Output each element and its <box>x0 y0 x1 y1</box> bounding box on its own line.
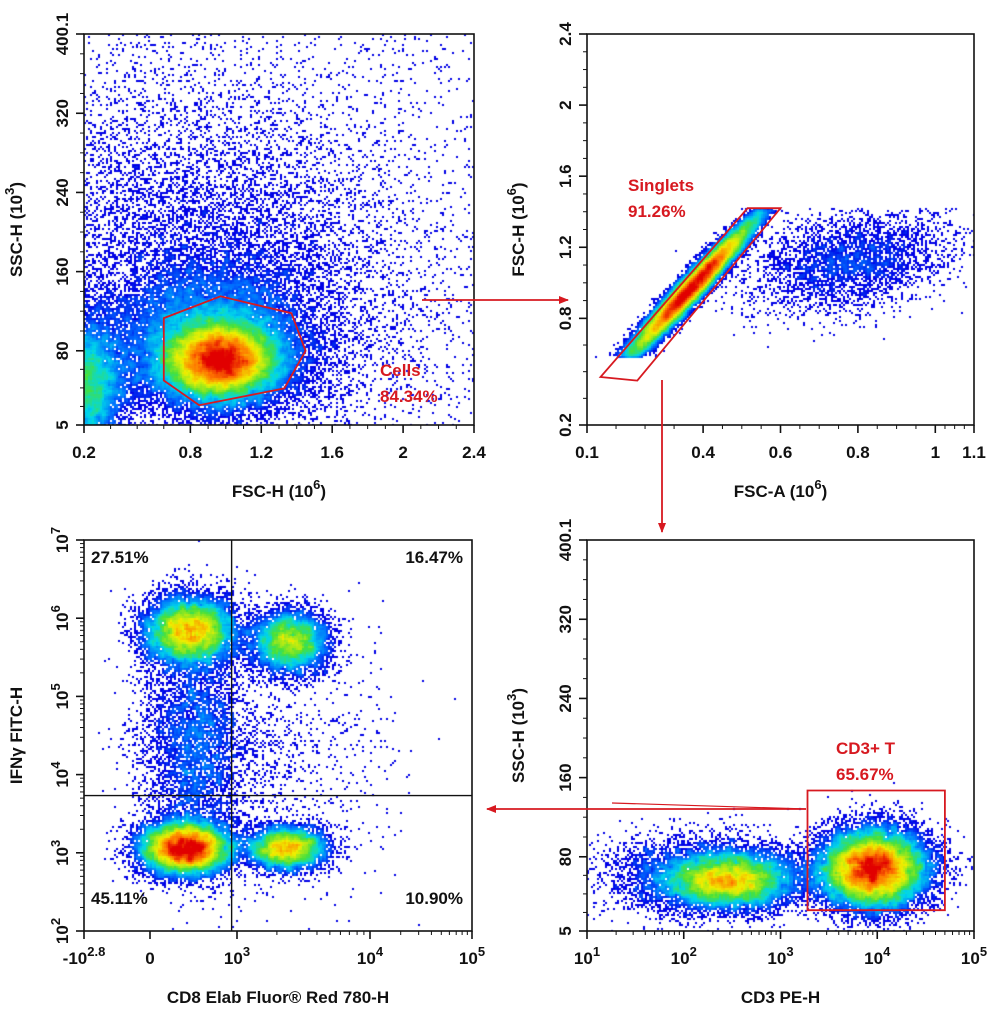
cd3-density-plot <box>587 540 974 931</box>
quadrant-lower-left-percent: 45.11% <box>91 889 148 908</box>
singlets-panel: 0.1 0.4 0.6 0.8 1 1.1 0.2 0.8 1.2 1.6 2 2.4 FSC-A (1… <box>504 22 986 501</box>
y-tick-label: 103 <box>48 840 72 866</box>
x-tick-label: 103 <box>224 944 250 968</box>
gate-name-label: Singlets <box>628 176 694 195</box>
y-tick-label: 106 <box>48 605 72 631</box>
y-tick-label: 107 <box>48 527 72 553</box>
y-tick-label: 400.1 <box>53 13 72 56</box>
y-tick-label: 5 <box>556 926 575 935</box>
x-tick-label: 0.1 <box>575 443 599 462</box>
x-tick-label: 0 <box>145 949 154 968</box>
y-tick-label: 5 <box>53 420 72 429</box>
gate-cd3-t[interactable] <box>806 789 946 912</box>
x-tick-label: 104 <box>357 944 384 968</box>
x-tick-label: 0.8 <box>179 443 203 462</box>
gate-percent-label: 65.67% <box>836 765 894 784</box>
gate-name-label: Cells <box>380 361 421 380</box>
x-axis-title: FSC-H (106) <box>232 477 326 501</box>
cd8-ifng-density-plot <box>84 540 472 931</box>
x-tick-label: 104 <box>864 944 891 968</box>
y-tick-label: 0.8 <box>556 307 575 331</box>
x-tick-label: 1 <box>931 443 940 462</box>
gate-percent-label: 84.34% <box>380 387 438 406</box>
x-tick-label: 0.2 <box>72 443 96 462</box>
cd8-ifng-plot-frame <box>83 539 473 932</box>
cd3-plot-frame <box>586 539 975 932</box>
y-axis-title: SSC-H (103) <box>504 688 528 783</box>
y-tick-label: 2.4 <box>556 22 575 46</box>
cd3-panel: 101 102 103 104 105 5 80 160 240 320 400.1 CD3 PE-H… <box>504 519 987 1007</box>
singlets-density-plot <box>587 34 974 425</box>
gate-singlets[interactable] <box>598 207 783 382</box>
y-tick-label: 104 <box>48 761 72 788</box>
y-tick-label: 1.2 <box>556 235 575 259</box>
singlets-plot-frame <box>586 33 975 426</box>
cells-panel: 0.2 0.8 1.2 1.6 2 2.4 5 80 160 240 320 400.1 FSC-H (… <box>2 13 486 501</box>
quadrant-upper-left-percent: 27.51% <box>91 548 149 567</box>
gate-cells[interactable] <box>162 295 307 407</box>
y-tick-label: 240 <box>556 684 575 712</box>
gate-percent-label: 91.26% <box>628 202 686 221</box>
gate-name-label: CD3+ T <box>836 739 896 758</box>
x-axis-title: CD8 Elab Fluor® Red 780-H <box>167 988 389 1007</box>
cd8-ifng-panel: -102.8 0 103 104 105 102 103 104 105 106 107 CD8 El… <box>7 527 485 1007</box>
cells-density-plot <box>84 34 474 425</box>
y-tick-label: 320 <box>556 605 575 633</box>
x-axis-title: CD3 PE-H <box>741 988 820 1007</box>
y-tick-label: 1.6 <box>556 164 575 188</box>
y-axis-title: FSC-H (106) <box>504 182 528 276</box>
y-tick-label: 2 <box>556 100 575 109</box>
x-tick-label: 105 <box>961 944 987 968</box>
x-tick-label: 105 <box>459 944 485 968</box>
x-tick-label: 0.6 <box>769 443 793 462</box>
y-tick-label: 320 <box>53 99 72 127</box>
y-tick-label: 80 <box>53 341 72 360</box>
y-tick-label: 160 <box>53 257 72 285</box>
y-tick-label: 102 <box>48 918 72 944</box>
x-tick-label: 2.4 <box>462 443 486 462</box>
y-tick-label: 240 <box>53 178 72 206</box>
y-tick-label: 105 <box>48 683 72 709</box>
x-tick-label: 1.1 <box>962 443 986 462</box>
arrow-tail-line <box>611 802 807 810</box>
y-tick-label: 160 <box>556 763 575 791</box>
x-tick-label: 101 <box>574 944 600 968</box>
y-tick-label: 80 <box>556 847 575 866</box>
y-axis-title: SSC-H (103) <box>2 182 26 277</box>
x-tick-label: 1.2 <box>249 443 273 462</box>
quadrant-lower-right-percent: 10.90% <box>405 889 463 908</box>
x-tick-label: 102 <box>671 944 697 968</box>
x-tick-label: 2 <box>398 443 407 462</box>
x-axis-title: FSC-A (106) <box>734 477 828 501</box>
x-tick-label: 1.6 <box>320 443 344 462</box>
y-tick-label: 0.2 <box>556 413 575 437</box>
x-tick-label: 0.4 <box>691 443 715 462</box>
y-axis-title: IFNγ FITC-H <box>7 687 26 784</box>
x-tick-label: -102.8 <box>63 944 106 968</box>
x-tick-label: 0.8 <box>846 443 870 462</box>
quadrant-upper-right-percent: 16.47% <box>405 548 463 567</box>
y-tick-label: 400.1 <box>556 519 575 562</box>
x-tick-label: 103 <box>767 944 793 968</box>
